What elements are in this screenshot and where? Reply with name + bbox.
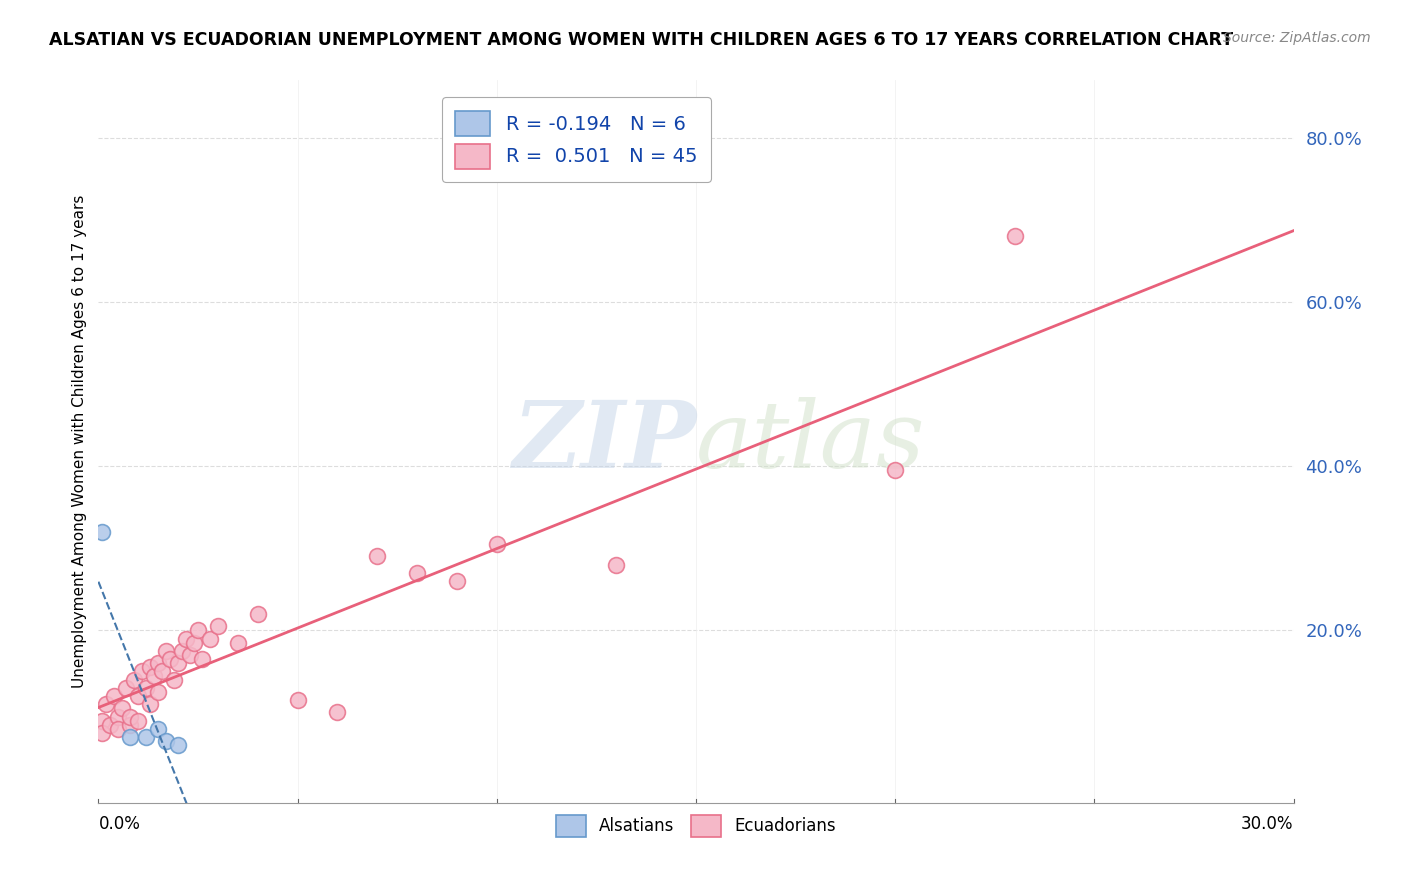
Point: [174, 632, 197, 646]
Text: ZIP: ZIP: [512, 397, 696, 486]
Point: [135, 681, 157, 695]
Point: [96, 698, 118, 712]
Point: [167, 657, 190, 671]
Text: 0.0%: 0.0%: [98, 815, 141, 833]
Point: [172, 644, 194, 658]
Point: [605, 558, 627, 572]
Point: [406, 566, 429, 580]
Point: [111, 701, 134, 715]
Point: [120, 718, 142, 732]
Point: [124, 673, 146, 687]
Point: [150, 665, 173, 679]
Point: [287, 693, 309, 707]
Point: [135, 730, 157, 744]
Text: ALSATIAN VS ECUADORIAN UNEMPLOYMENT AMONG WOMEN WITH CHILDREN AGES 6 TO 17 YEARS: ALSATIAN VS ECUADORIAN UNEMPLOYMENT AMON…: [49, 31, 1233, 49]
Point: [107, 722, 129, 736]
Point: [207, 619, 229, 633]
Point: [246, 607, 269, 621]
Point: [485, 537, 508, 551]
Point: [91, 726, 114, 740]
Point: [120, 709, 142, 723]
Point: [148, 657, 170, 671]
Point: [127, 689, 149, 703]
Point: [131, 665, 153, 679]
Point: [179, 648, 201, 662]
Text: 30.0%: 30.0%: [1241, 815, 1294, 833]
Point: [120, 730, 142, 744]
Point: [163, 673, 186, 687]
Point: [91, 714, 114, 728]
Point: [115, 681, 138, 695]
Point: [198, 632, 221, 646]
Point: [159, 652, 181, 666]
Point: [326, 706, 349, 720]
Point: [187, 624, 209, 638]
Point: [1004, 229, 1026, 244]
Point: [167, 739, 190, 753]
Point: [148, 722, 170, 736]
Point: [127, 714, 149, 728]
Legend: Alsatians, Ecuadorians: Alsatians, Ecuadorians: [547, 807, 845, 845]
Point: [103, 689, 125, 703]
Point: [226, 636, 249, 650]
Y-axis label: Unemployment Among Women with Children Ages 6 to 17 years: Unemployment Among Women with Children A…: [72, 194, 87, 689]
Point: [107, 709, 129, 723]
Point: [191, 652, 214, 666]
Point: [91, 524, 114, 539]
Point: [446, 574, 468, 588]
Point: [98, 718, 122, 732]
Point: [139, 660, 162, 674]
Point: [148, 685, 170, 699]
Text: atlas: atlas: [696, 397, 925, 486]
Point: [183, 636, 205, 650]
Point: [366, 549, 388, 564]
Point: [884, 463, 907, 477]
Point: [143, 668, 166, 682]
Point: [155, 644, 177, 658]
Text: Source: ZipAtlas.com: Source: ZipAtlas.com: [1223, 31, 1371, 45]
Point: [139, 698, 162, 712]
Point: [155, 734, 177, 748]
